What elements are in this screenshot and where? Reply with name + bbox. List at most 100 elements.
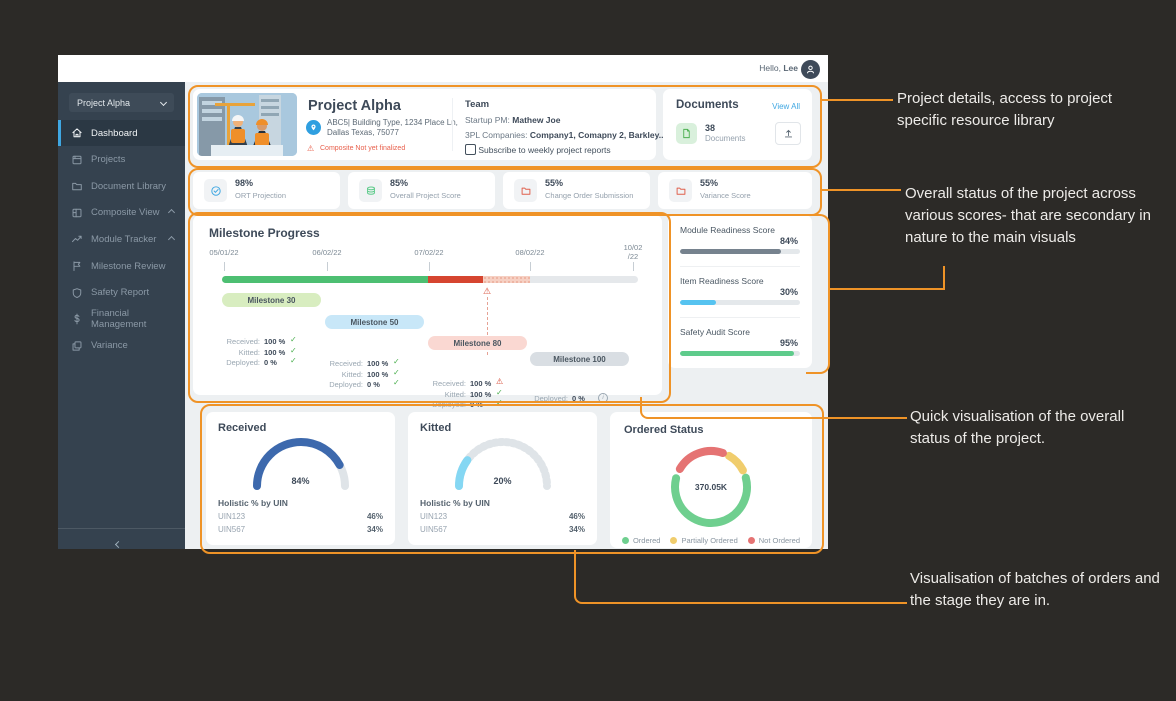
sidebar-item-label: Document Library (91, 180, 166, 192)
timeline-date: 06/02/22 (312, 248, 342, 257)
legend-item: Ordered (621, 536, 660, 545)
sidebar-item-label: Safety Report (91, 287, 150, 299)
folder-icon (71, 180, 83, 192)
sidebar-divider (58, 528, 185, 529)
divider (680, 266, 800, 267)
documents-title: Documents (676, 99, 739, 111)
sidebar-item-label: Variance (91, 340, 128, 352)
subscribe-checkbox[interactable] (465, 144, 476, 155)
sidebar-collapse-button[interactable] (114, 534, 123, 552)
sidebar-item-label: Milestone Review (91, 260, 166, 272)
document-icon (676, 123, 697, 144)
uin-pct: 34% (568, 525, 585, 534)
sidebar-item-variance[interactable]: Variance (58, 333, 185, 359)
project-selector[interactable]: Project Alpha (69, 93, 174, 112)
warning-icon: ⚠ (307, 144, 315, 153)
project-photo (197, 93, 297, 156)
kpi-card-overall-project-score: 85% Overall Project Score (348, 172, 495, 209)
kpi-card-ort-projection: 98% ORT Projection (193, 172, 340, 209)
folder-alert-icon (669, 179, 692, 202)
divider (680, 317, 800, 318)
uin-id: UIN567 (218, 525, 246, 534)
received-gauge-card: Received 84% Holistic % by UIN UIN123 46% UIN… (206, 412, 395, 545)
sidebar-item-safety-report[interactable]: Safety Report (58, 280, 185, 306)
team-label: Team (465, 99, 490, 110)
kpi-label: ORT Projection (235, 191, 286, 200)
legend-dot-icon (670, 537, 678, 544)
readiness-scores-card: Module Readiness Score 84% Item Readiness … (668, 215, 812, 368)
project-address: ABC5| Building Type, 1234 Place Ln, Dalla… (327, 118, 458, 137)
coins-icon (359, 179, 382, 202)
timeline-segment (483, 276, 531, 283)
sidebar-item-module-tracker[interactable]: Module Tracker (58, 226, 185, 252)
sidebar-item-composite-view[interactable]: Composite View (58, 200, 185, 226)
timeline-segment (427, 276, 484, 283)
kpi-label: Change Order Submission (545, 191, 634, 200)
user-name: Lee (783, 63, 798, 73)
kpi-label: Variance Score (700, 191, 751, 200)
sidebar-item-financial-management[interactable]: Financial Management (58, 306, 185, 332)
documents-card: Documents View All 38 Documents (663, 89, 812, 160)
uin-pct: 46% (366, 512, 383, 521)
flag-icon (71, 260, 83, 272)
gauge-arc (246, 438, 356, 490)
upload-icon (784, 129, 792, 138)
milestone-progress-card: Milestone Progress 05/01/22 06/02/22 07/02… (193, 215, 662, 409)
sidebar: Project Alpha Dashboard Projects Document … (58, 82, 185, 549)
sidebar-item-milestone-review[interactable]: Milestone Review (58, 253, 185, 279)
sidebar-item-document-library[interactable]: Document Library (58, 173, 185, 199)
score-bar (680, 351, 800, 356)
uin-pct: 46% (568, 512, 585, 521)
score-bar (680, 300, 800, 305)
timeline-tick (530, 262, 531, 271)
project-selector-label: Project Alpha (77, 97, 131, 108)
subscribe-row: Subscribe to weekly project reports (465, 144, 611, 157)
view-all-link[interactable]: View All (772, 102, 800, 111)
legend-item: Not Ordered (747, 536, 800, 545)
legend-item: Partially Ordered (670, 536, 738, 545)
milestone-pill-milestone-80: Milestone 80 (428, 336, 527, 350)
upload-button[interactable] (775, 122, 801, 145)
kpi-card-change-order-submission: 55% Change Order Submission (503, 172, 650, 209)
callout-line-2 (820, 189, 901, 191)
donut-legend: Ordered Partially Ordered Not Ordered (610, 536, 812, 545)
chevron-down-icon (159, 98, 168, 107)
score-value: 95% (779, 338, 798, 348)
uin-id: UIN123 (218, 512, 246, 521)
annotation-order-batches: Visualisation of batches of orders and t… (910, 570, 1160, 609)
kitted-gauge-card: Kitted 20% Holistic % by UIN UIN123 46% UIN56… (408, 412, 597, 545)
timeline-date: 10/02/22 (623, 243, 643, 261)
gauge-arc (448, 438, 558, 490)
callout-line-4 (574, 550, 907, 604)
uin-row: UIN567 34% (420, 525, 585, 534)
check-circle-icon (204, 179, 227, 202)
composite-warning-text: Composite Not yet finalized (320, 145, 406, 152)
projects-icon (71, 154, 83, 166)
timeline-tick (224, 262, 225, 271)
uin-id: UIN123 (420, 512, 448, 521)
card-divider (452, 98, 453, 151)
folder-alert-icon (514, 179, 537, 202)
timeline-warning-icon: ⚠ (483, 286, 492, 296)
avatar[interactable] (801, 60, 820, 79)
top-bar (58, 55, 828, 82)
startup-pm-row: Startup PM: Mathew Joe (465, 115, 561, 125)
tracker-icon (71, 233, 83, 245)
ordered-status-card: Ordered Status 370.05K Ordered Partially … (610, 412, 812, 548)
score-bar (680, 249, 800, 254)
milestone-pill-milestone-30: Milestone 30 (222, 293, 321, 307)
timeline-date: 05/01/22 (209, 248, 239, 257)
kpi-value: 55% (545, 178, 564, 188)
sidebar-item-projects[interactable]: Projects (58, 147, 185, 173)
timeline-tick (633, 262, 634, 271)
sidebar-item-dashboard[interactable]: Dashboard (58, 120, 185, 146)
subscribe-label: Subscribe to weekly project reports (478, 145, 611, 155)
person-icon (806, 65, 815, 74)
timeline-bar (222, 276, 638, 283)
greeting-text: Hello, Lee (759, 63, 798, 73)
sidebar-item-label: Module Tracker (91, 233, 157, 245)
sidebar-item-label: Financial Management (91, 308, 147, 331)
annotation-quick-visualisation: Quick visualisation of the overall statu… (910, 408, 1125, 447)
donut-center-value: 370.05K (694, 482, 728, 492)
